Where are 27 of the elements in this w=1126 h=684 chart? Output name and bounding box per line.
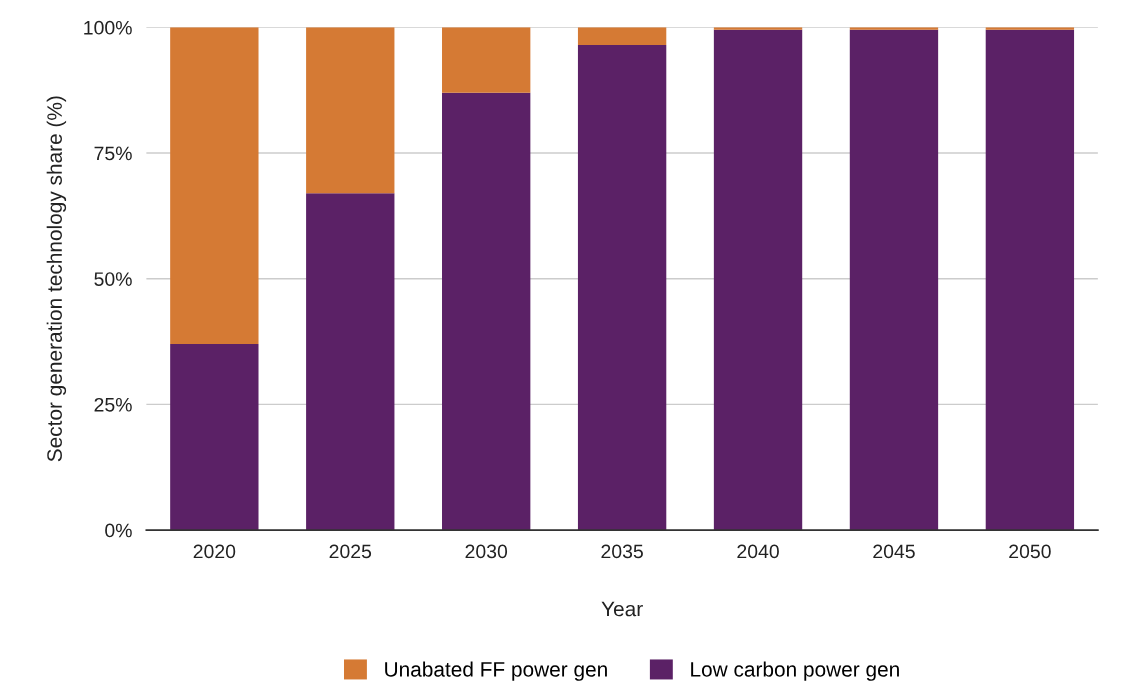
y-axis-title: Sector generation technology share (%) bbox=[46, 96, 67, 462]
y-tick-label: 0% bbox=[105, 523, 132, 538]
bar bbox=[170, 27, 259, 345]
x-tick-label: 2050 bbox=[1009, 544, 1051, 559]
y-tick-label: 75% bbox=[94, 146, 132, 161]
bar bbox=[849, 29, 939, 531]
bar bbox=[306, 193, 395, 531]
x-tick-label: 2025 bbox=[329, 544, 372, 559]
bar bbox=[442, 27, 531, 93]
x-tick-label: 2020 bbox=[193, 544, 236, 559]
x-tick-label: 2045 bbox=[873, 544, 915, 559]
legend-label: Low carbon power gen bbox=[691, 661, 899, 681]
y-tick-label: 50% bbox=[94, 272, 132, 286]
y-tick-label: 25% bbox=[94, 397, 132, 412]
bar bbox=[306, 27, 395, 194]
bar bbox=[985, 29, 1075, 531]
x-tick-label: 2030 bbox=[465, 544, 508, 559]
legend-label: Unabated FF power gen bbox=[385, 661, 607, 681]
x-axis-title: Year bbox=[601, 601, 643, 617]
bar bbox=[577, 27, 667, 45]
bar bbox=[577, 44, 667, 531]
bar bbox=[170, 344, 259, 531]
x-tick-label: 2040 bbox=[737, 544, 779, 559]
x-tick-label: 2035 bbox=[601, 544, 643, 559]
y-tick-label: 100% bbox=[84, 20, 132, 35]
bar bbox=[442, 92, 531, 531]
bar bbox=[713, 29, 803, 531]
